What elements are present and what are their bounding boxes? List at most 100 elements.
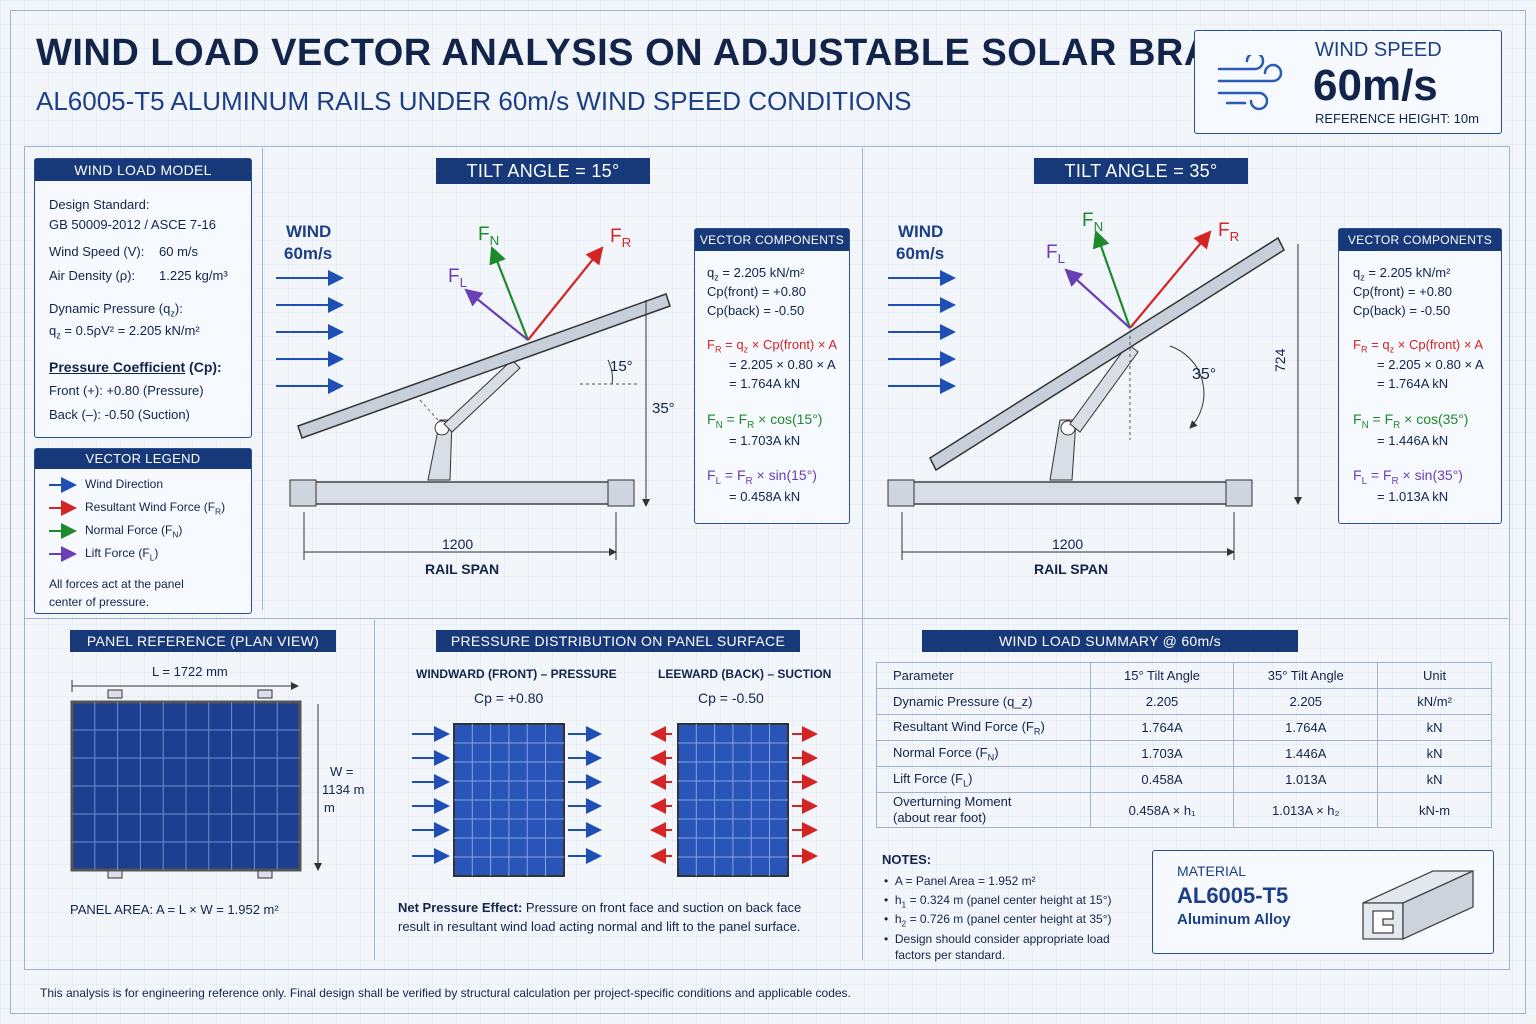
table-row: Normal Force (FN) 1.703A 1.446A kN: [876, 740, 1492, 767]
note-2: • h1 = 0.324 m (panel center height at 1…: [884, 893, 1112, 910]
base-rail: [893, 481, 1233, 505]
wind-label-15: WIND: [286, 222, 332, 241]
lift-force-arrow: [464, 288, 529, 341]
strut: [443, 359, 521, 433]
aluminum-profile-icon: [1362, 869, 1474, 941]
dynamic-pressure-label: Dynamic Pressure (qz):: [49, 301, 183, 319]
span-value-15: 1200: [442, 536, 474, 552]
span-label-15: RAIL SPAN: [425, 561, 500, 577]
vc35-qz: qz = 2.205 kN/m²: [1353, 265, 1451, 283]
vc35-fr2: = 2.205 × 0.80 × A: [1377, 357, 1484, 372]
front-label: WINDWARD (FRONT) – PRESSURE: [416, 667, 617, 681]
net-pressure-note: Net Pressure Effect: Pressure on front f…: [398, 900, 802, 915]
angle-arc: [1169, 345, 1205, 429]
vc15-fr3: = 1.764A kN: [729, 376, 801, 391]
table-cell: Unit: [1377, 662, 1492, 689]
table-cell: kN: [1377, 740, 1492, 767]
table-header-row: Parameter 15° Tilt Angle 35° Tilt Angle Uni…: [876, 662, 1492, 689]
vc35-fr: FR = qz × Cp(front) × A: [1353, 337, 1484, 355]
table-cell: kN: [1377, 714, 1492, 741]
material-label: MATERIAL: [1177, 863, 1246, 879]
table-cell: 1.446A: [1233, 740, 1379, 767]
dynamic-pressure-formula: qz = 0.5ρV² = 2.205 kN/m²: [49, 323, 200, 341]
vc35-fn: FN = FR × cos(35°): [1353, 411, 1469, 431]
panel-width-label2: 1134 m: [322, 782, 365, 797]
tilted-panel: [929, 236, 1285, 472]
angle-arc: [607, 359, 613, 385]
vc35-fr3: = 1.764A kN: [1377, 376, 1449, 391]
material-box: MATERIAL AL6005-T5 Aluminum Alloy: [1152, 850, 1494, 954]
table-cell: 15° Tilt Angle: [1089, 662, 1235, 689]
panel-reference-title: PANEL REFERENCE (PLAN VIEW): [70, 630, 336, 652]
panel-plan-view: [70, 680, 322, 879]
resultant-force-arrow: [527, 246, 604, 341]
table-cell: kN: [1377, 766, 1492, 793]
panel-width-label1: W =: [330, 764, 354, 779]
vc35-fl: FL = FR × sin(35°): [1353, 467, 1463, 487]
notes-title: NOTES:: [882, 852, 932, 867]
vertical-divider-left: [262, 148, 263, 610]
panel-width-label3: m: [324, 800, 335, 815]
legend-item-resultant: Resultant Wind Force (FR): [85, 500, 226, 517]
vc15-qz: qz = 2.205 kN/m²: [707, 265, 805, 283]
page-title: WIND LOAD VECTOR ANALYSIS ON ADJUSTABLE …: [36, 32, 1318, 74]
panel-area: PANEL AREA: A = L × W = 1.952 m²: [70, 902, 279, 917]
net-pressure-note-line2: result in resultant wind load acting nor…: [398, 919, 801, 934]
angle-label-35: 35°: [1192, 366, 1217, 383]
material-name: AL6005-T5: [1177, 883, 1289, 908]
height-label-15: 35°: [652, 400, 675, 417]
fr-label-35: FR: [1218, 220, 1240, 244]
rail-end-right: [607, 479, 635, 507]
tilt-15-title: TILT ANGLE = 15°: [436, 158, 650, 184]
cp-front: Front (+): +0.80 (Pressure): [49, 383, 204, 398]
horizontal-divider: [24, 618, 1508, 619]
note-3: • h2 = 0.726 m (panel center height at 3…: [884, 912, 1112, 929]
design-standard-value: GB 50009-2012 / ASCE 7-16: [49, 217, 216, 232]
vc15-fr2: = 2.205 × 0.80 × A: [729, 357, 836, 372]
back-label: LEEWARD (BACK) – SUCTION: [658, 667, 832, 681]
table-cell: Parameter: [876, 662, 1091, 689]
normal-force-arrow: [1092, 229, 1132, 329]
table-cell: Dynamic Pressure (q_z): [876, 688, 1091, 715]
vc15-fn2: = 1.703A kN: [729, 433, 801, 448]
normal-force-arrow: [489, 245, 530, 341]
wind-speed-box: WIND SPEED 60m/s REFERENCE HEIGHT: 10m: [1194, 30, 1502, 134]
legend-item-lift: Lift Force (FL): [85, 546, 159, 563]
table-cell: kN-m: [1377, 792, 1492, 828]
wind-load-model-title: WIND LOAD MODEL: [35, 159, 251, 181]
table-cell: 35° Tilt Angle: [1233, 662, 1379, 689]
rail-end-right: [1225, 479, 1253, 507]
table-cell: kN/m²: [1377, 688, 1492, 715]
wind-speed-label-15: 60m/s: [284, 244, 333, 263]
table-cell: Normal Force (FN): [876, 740, 1091, 767]
page-subtitle: AL6005-T5 ALUMINUM RAILS UNDER 60m/s WIN…: [36, 86, 912, 116]
rail-end-left: [289, 479, 317, 507]
vector-components-15: VECTOR COMPONENTS qz = 2.205 kN/m² Cp(fr…: [694, 228, 850, 524]
table-cell: 1.764A: [1233, 714, 1379, 741]
footer-disclaimer: This analysis is for engineering referen…: [40, 986, 851, 1000]
material-desc: Aluminum Alloy: [1177, 911, 1291, 928]
vc35-title: VECTOR COMPONENTS: [1339, 229, 1501, 251]
table-cell: 2.205: [1233, 688, 1379, 715]
table-cell: 0.458A × h₁: [1089, 792, 1235, 828]
span-value-35: 1200: [1052, 536, 1084, 552]
vc35-fl2: = 1.013A kN: [1377, 489, 1449, 504]
reference-height: REFERENCE HEIGHT: 10m: [1315, 111, 1479, 126]
vc15-fl2: = 0.458A kN: [729, 489, 801, 504]
wind-load-model-panel: WIND LOAD MODEL Design Standard: GB 5000…: [34, 158, 252, 438]
legend-note-line2: center of pressure.: [49, 595, 150, 609]
outer-frame: [10, 10, 1526, 1014]
base-rail: [295, 481, 627, 505]
table-cell: 0.458A: [1089, 766, 1235, 793]
lift-force-arrow: [1064, 268, 1131, 329]
note-4: • Design should consider appropriate loa…: [884, 932, 1110, 946]
design-standard-label: Design Standard:: [49, 197, 150, 212]
legend-item-wind: Wind Direction: [85, 477, 164, 491]
fl-label-35: FL: [1046, 242, 1066, 266]
wind-speed-label: WIND SPEED: [1315, 39, 1442, 61]
front-cp: Cp = +0.80: [474, 690, 544, 706]
table-cell: Overturning Moment (about rear foot): [876, 792, 1091, 828]
legend-arrows: [49, 477, 77, 562]
strut-dash: [419, 399, 439, 421]
fl-label-15: FL: [448, 266, 468, 290]
